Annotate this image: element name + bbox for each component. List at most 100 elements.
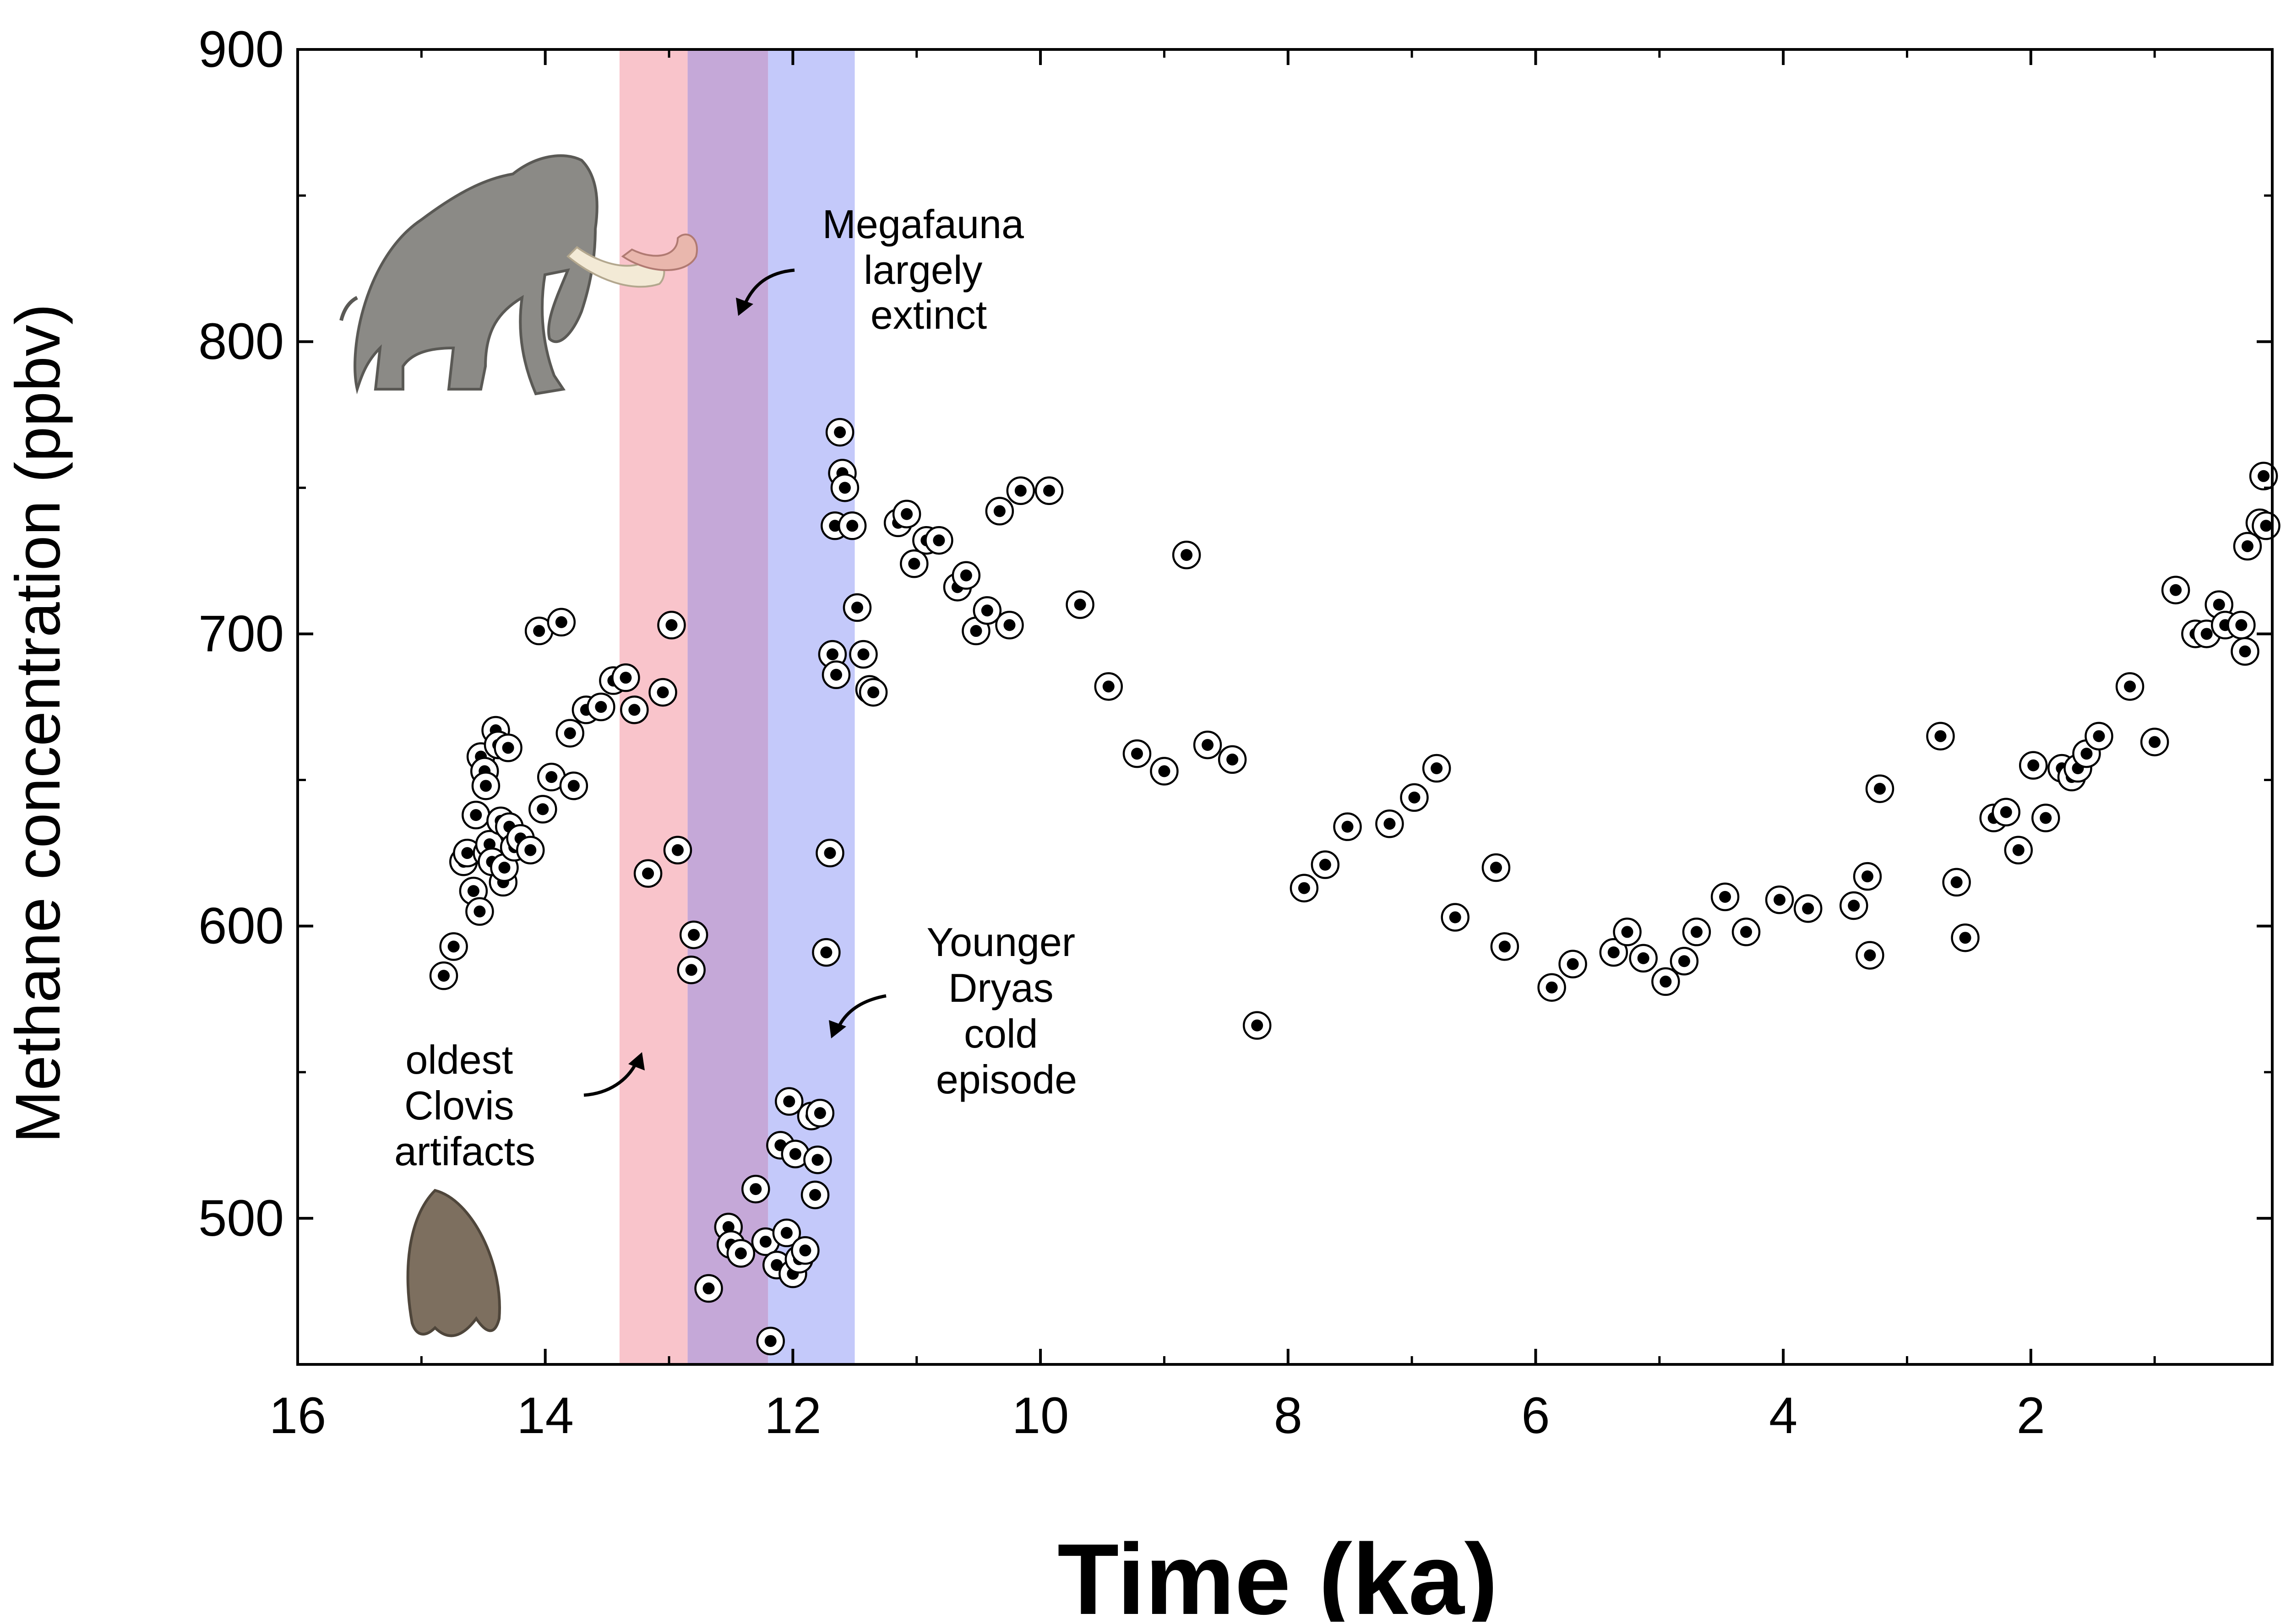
data-point (973, 596, 1002, 625)
x-tick-label: 10 (1012, 1387, 1069, 1444)
arrow-younger-dryas (829, 994, 887, 1038)
data-point (1558, 950, 1587, 978)
data-point (1034, 476, 1064, 505)
data-point (657, 611, 686, 640)
data-point (791, 1236, 820, 1265)
y-axis-title: Methane concentration (ppbv) (3, 304, 73, 1143)
data-point (694, 1274, 723, 1303)
data-point (1400, 783, 1429, 812)
x-tick-label: 16 (269, 1387, 327, 1444)
data-point (555, 719, 585, 748)
mammoth-illustration (339, 154, 698, 396)
data-point (1006, 476, 1035, 505)
data-point (2227, 611, 2256, 640)
data-point (1490, 932, 1519, 961)
data-point (1651, 967, 1680, 996)
data-point (803, 1145, 832, 1174)
annotation-clovis: oldest Clovis artifacts (394, 1037, 535, 1174)
data-point (516, 836, 545, 864)
data-point (2252, 511, 2281, 540)
data-point (822, 660, 851, 690)
data-point (462, 800, 490, 830)
x-tick-label: 6 (1521, 1387, 1550, 1444)
annotations: Megafauna largely extinct Younger Dryas … (394, 201, 1086, 1174)
arrow-clovis (583, 1052, 645, 1097)
data-point (859, 678, 888, 707)
data-point (1865, 774, 1894, 803)
data-point (587, 692, 615, 722)
data-point (611, 663, 640, 692)
data-point (741, 1174, 770, 1204)
x-tick-label: 8 (1274, 1387, 1302, 1444)
data-point (2249, 462, 2278, 491)
data-point (1066, 590, 1094, 619)
data-point (775, 1087, 804, 1116)
data-point (494, 733, 523, 762)
data-point (1670, 947, 1699, 976)
x-tick-label: 14 (517, 1387, 574, 1444)
data-point (2115, 672, 2144, 701)
data-point (952, 561, 981, 590)
data-point (465, 897, 494, 926)
y-tick-label: 600 (198, 897, 284, 955)
data-point (751, 1227, 780, 1256)
data-point (1375, 809, 1404, 838)
annotation-megafauna: Megafauna largely extinct (822, 201, 1035, 337)
data-point (838, 511, 867, 540)
data-point (1422, 754, 1451, 783)
y-tick-label: 900 (198, 21, 284, 78)
axis-ticks: 16 14 12 10 8 6 4 2 500 600 700 800 900 (198, 21, 2272, 1444)
data-point (843, 593, 872, 622)
data-point (772, 1218, 801, 1248)
x-tick-label: 2 (2017, 1387, 2045, 1444)
data-point (1441, 903, 1470, 932)
data-point (1992, 798, 2021, 827)
data-point (528, 795, 557, 824)
data-point (1193, 730, 1222, 760)
data-point (812, 938, 841, 967)
data-point (849, 640, 878, 669)
data-point (892, 500, 921, 529)
data-point (2004, 836, 2033, 864)
data-point (2085, 722, 2113, 751)
y-tick-label: 700 (198, 605, 284, 662)
illustrations (339, 154, 698, 1337)
x-tick-label: 4 (1769, 1387, 1797, 1444)
data-point (816, 838, 844, 868)
data-point (1242, 1011, 1272, 1040)
data-point (429, 961, 458, 990)
y-tick-label: 500 (198, 1189, 284, 1247)
data-point (1710, 882, 1740, 912)
data-point (1094, 672, 1123, 701)
x-axis-title: Time (ka) (1057, 1523, 1498, 1622)
data-point (830, 473, 860, 502)
data-point (663, 836, 692, 864)
data-point (648, 678, 677, 707)
data-point (1926, 722, 1955, 751)
data-point (985, 497, 1014, 526)
data-point (1537, 973, 1566, 1002)
data-point (1290, 874, 1319, 902)
data-point (1333, 812, 1362, 841)
data-point (1682, 918, 1711, 946)
data-points (429, 418, 2281, 1356)
data-point (1150, 757, 1179, 786)
data-point (1951, 923, 1980, 952)
data-point (825, 418, 855, 447)
data-point (1853, 862, 1882, 891)
data-point (756, 1326, 785, 1356)
annotation-younger-dryas: Younger Dryas cold episode (926, 919, 1086, 1102)
data-point (439, 932, 468, 961)
data-point (1481, 853, 1511, 882)
data-point (925, 526, 953, 555)
data-point (1218, 745, 1247, 774)
clovis-point-illustration (406, 1189, 501, 1337)
data-point (726, 1239, 756, 1268)
data-point (1856, 941, 1884, 970)
data-point (2019, 751, 2048, 780)
plot-frame (296, 48, 2274, 1366)
data-point (1172, 540, 1201, 570)
data-point (633, 859, 663, 888)
data-point (1731, 918, 1761, 946)
